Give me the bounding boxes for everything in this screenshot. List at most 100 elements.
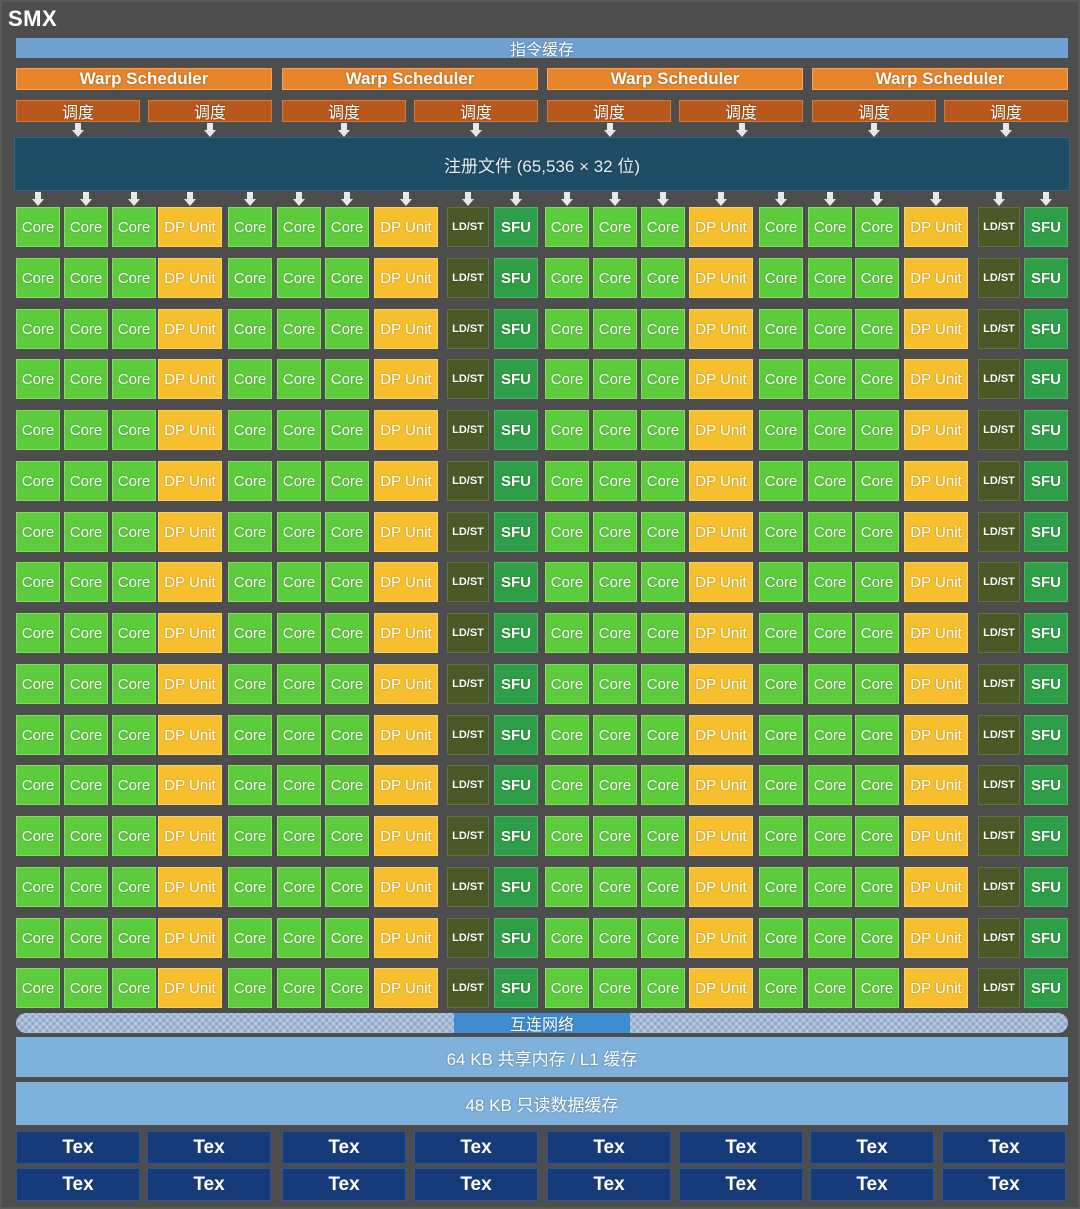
core-unit: Core [325, 968, 369, 1008]
core-unit: Core [112, 512, 156, 552]
core-unit: Core [808, 715, 852, 755]
core-unit: Core [545, 613, 589, 653]
core-unit: Core [277, 258, 321, 298]
core-unit: Core [593, 512, 637, 552]
down-arrow-icon [470, 123, 482, 137]
ldst-unit: LD/ST [447, 918, 489, 958]
core-unit: Core [64, 512, 108, 552]
ldst-unit: LD/ST [447, 309, 489, 349]
core-unit: Core [16, 562, 60, 602]
down-arrow-icon [1040, 192, 1052, 206]
core-unit: Core [228, 715, 272, 755]
dp-unit: DP Unit [689, 765, 753, 805]
dp-unit: DP Unit [689, 207, 753, 247]
dp-unit: DP Unit [904, 258, 968, 298]
dispatch-unit-8: 调度 [944, 100, 1068, 122]
ldst-unit: LD/ST [447, 410, 489, 450]
dp-unit: DP Unit [904, 562, 968, 602]
core-unit: Core [759, 410, 803, 450]
core-unit: Core [545, 562, 589, 602]
tex-unit: Tex [147, 1131, 271, 1164]
down-arrow-icon [184, 192, 196, 206]
core-unit: Core [228, 359, 272, 399]
core-unit: Core [641, 968, 685, 1008]
dispatch-unit-4: 调度 [414, 100, 538, 122]
tex-unit: Tex [16, 1131, 140, 1164]
tex-unit: Tex [679, 1131, 803, 1164]
core-unit: Core [808, 613, 852, 653]
tex-unit: Tex [147, 1168, 271, 1201]
core-unit: Core [325, 512, 369, 552]
core-unit: Core [277, 867, 321, 907]
down-arrow-icon [400, 192, 412, 206]
dp-unit: DP Unit [158, 765, 222, 805]
core-unit: Core [545, 207, 589, 247]
core-unit: Core [16, 918, 60, 958]
dp-unit: DP Unit [158, 410, 222, 450]
core-unit: Core [808, 512, 852, 552]
core-unit: Core [641, 359, 685, 399]
dp-unit: DP Unit [158, 867, 222, 907]
down-arrow-icon [204, 123, 216, 137]
instruction-cache: 指令缓存 [16, 38, 1068, 59]
core-unit: Core [641, 816, 685, 856]
core-unit: Core [64, 613, 108, 653]
down-arrow-icon [72, 123, 84, 137]
core-unit: Core [64, 816, 108, 856]
down-arrow-icon [338, 123, 350, 137]
core-unit: Core [545, 867, 589, 907]
dp-unit: DP Unit [158, 309, 222, 349]
down-arrow-icon [561, 192, 573, 206]
core-unit: Core [808, 461, 852, 501]
core-unit: Core [112, 309, 156, 349]
ldst-unit: LD/ST [447, 968, 489, 1008]
dp-unit: DP Unit [374, 309, 438, 349]
ldst-unit: LD/ST [978, 867, 1020, 907]
core-unit: Core [16, 968, 60, 1008]
ldst-unit: LD/ST [447, 867, 489, 907]
core-unit: Core [593, 258, 637, 298]
core-unit: Core [545, 359, 589, 399]
core-unit: Core [16, 207, 60, 247]
dp-unit: DP Unit [374, 765, 438, 805]
tex-unit: Tex [679, 1168, 803, 1201]
core-unit: Core [112, 816, 156, 856]
sfu-unit: SFU [494, 918, 538, 958]
sfu-unit: SFU [1024, 562, 1068, 602]
sfu-unit: SFU [1024, 613, 1068, 653]
dp-unit: DP Unit [158, 258, 222, 298]
core-unit: Core [808, 309, 852, 349]
dp-unit: DP Unit [374, 562, 438, 602]
sfu-unit: SFU [494, 664, 538, 704]
ldst-unit: LD/ST [447, 258, 489, 298]
core-unit: Core [325, 410, 369, 450]
core-unit: Core [228, 968, 272, 1008]
core-unit: Core [855, 512, 899, 552]
core-unit: Core [641, 918, 685, 958]
core-unit: Core [64, 968, 108, 1008]
core-unit: Core [593, 309, 637, 349]
register-file: 注册文件 (65,536 × 32 位) [14, 137, 1070, 191]
core-unit: Core [855, 664, 899, 704]
down-arrow-icon [604, 123, 616, 137]
core-unit: Core [855, 309, 899, 349]
dp-unit: DP Unit [158, 461, 222, 501]
core-unit: Core [16, 765, 60, 805]
core-unit: Core [545, 968, 589, 1008]
dp-unit: DP Unit [689, 918, 753, 958]
core-unit: Core [277, 512, 321, 552]
core-unit: Core [64, 461, 108, 501]
core-unit: Core [808, 968, 852, 1008]
core-unit: Core [112, 207, 156, 247]
dispatch-unit-6: 调度 [679, 100, 803, 122]
core-unit: Core [277, 664, 321, 704]
core-unit: Core [855, 765, 899, 805]
core-unit: Core [228, 309, 272, 349]
core-unit: Core [759, 258, 803, 298]
core-unit: Core [641, 664, 685, 704]
dp-unit: DP Unit [158, 512, 222, 552]
sfu-unit: SFU [494, 359, 538, 399]
core-unit: Core [593, 562, 637, 602]
dp-unit: DP Unit [904, 664, 968, 704]
sfu-unit: SFU [494, 562, 538, 602]
